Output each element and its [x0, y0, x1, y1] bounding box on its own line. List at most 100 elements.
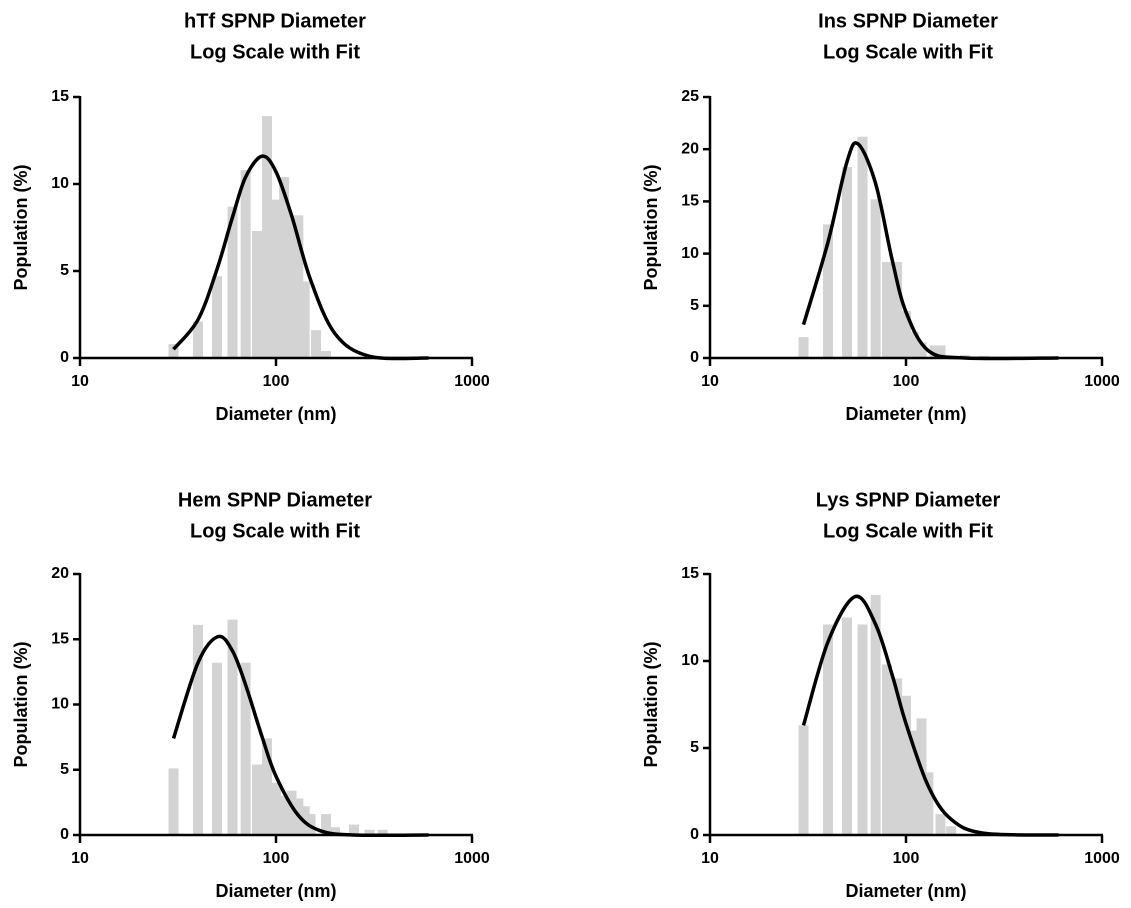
bar	[935, 814, 946, 835]
bar	[377, 829, 388, 835]
x-axis-label: Diameter (nm)	[845, 404, 966, 424]
bar	[321, 814, 332, 835]
chart-title: Lys SPNP Diameter	[816, 489, 1001, 511]
y-tick-label: 10	[51, 175, 69, 192]
y-axis-label: Population (%)	[11, 642, 31, 768]
bar	[841, 617, 852, 835]
bar	[168, 344, 179, 358]
bar	[271, 782, 281, 835]
fit-curve	[801, 594, 1059, 837]
y-tick-label: 15	[681, 565, 699, 582]
bar	[227, 206, 238, 358]
y-tick-label: 15	[51, 630, 69, 647]
x-tick-label: 100	[263, 373, 290, 390]
bar	[892, 261, 903, 358]
bar	[227, 619, 238, 835]
y-tick-label: 15	[51, 88, 69, 105]
bar	[168, 768, 179, 835]
chart-subtitle: Log Scale with Fit	[823, 41, 993, 63]
x-axis-label: Diameter (nm)	[215, 404, 336, 424]
bar	[892, 678, 903, 835]
x-tick-label: 100	[893, 373, 920, 390]
bar	[211, 276, 222, 358]
y-axis-label: Population (%)	[641, 165, 661, 291]
y-tick-label: 0	[690, 826, 699, 843]
bar	[240, 662, 251, 835]
chart-panel: Lys SPNP Diameter Log Scale with Fit 0 5 10 1…	[641, 489, 1120, 900]
bar	[293, 215, 304, 358]
bar	[841, 166, 852, 358]
y-tick-label: 20	[681, 140, 699, 157]
fit-curve	[172, 154, 429, 361]
bar	[279, 177, 290, 358]
bar	[946, 826, 957, 835]
y-tick-label: 0	[60, 349, 69, 366]
bar	[240, 170, 251, 358]
bar	[935, 345, 946, 358]
x-tick-label: 10	[701, 373, 719, 390]
chart-panel: Ins SPNP Diameter Log Scale with Fit 0 5 10 1…	[641, 10, 1120, 423]
bar	[364, 829, 375, 835]
x-tick-label: 10	[71, 850, 89, 867]
y-tick-label: 5	[690, 739, 699, 756]
chart-panel: Hem SPNP Diameter Log Scale with Fit 0 5 10 1…	[11, 489, 490, 900]
bar	[286, 790, 297, 835]
x-axis-label: Diameter (nm)	[215, 881, 336, 901]
bar	[311, 330, 322, 358]
bar	[901, 311, 911, 358]
bar	[193, 321, 204, 358]
bar	[882, 664, 893, 835]
y-tick-label: 0	[60, 826, 69, 843]
bar	[286, 215, 297, 358]
x-tick-label: 1000	[454, 850, 490, 867]
bar	[252, 230, 263, 358]
bar	[299, 281, 310, 358]
bar	[823, 624, 834, 835]
bar	[929, 345, 940, 358]
y-tick-label: 0	[690, 349, 699, 366]
bar	[882, 261, 893, 358]
bar	[330, 827, 341, 835]
y-tick-label: 20	[51, 565, 69, 582]
bar	[279, 795, 290, 835]
x-tick-label: 100	[263, 850, 290, 867]
x-tick-label: 100	[893, 850, 920, 867]
x-tick-label: 1000	[454, 373, 490, 390]
bar	[870, 594, 881, 835]
y-tick-label: 10	[51, 696, 69, 713]
y-tick-label: 25	[681, 88, 699, 105]
bar	[262, 116, 273, 358]
fit-curve	[801, 141, 1059, 361]
bar	[857, 136, 868, 358]
y-tick-label: 10	[681, 652, 699, 669]
y-axis-label: Population (%)	[641, 642, 661, 768]
bar	[211, 662, 222, 835]
chart-subtitle: Log Scale with Fit	[823, 520, 993, 542]
bar	[870, 199, 881, 358]
y-tick-label: 15	[681, 193, 699, 210]
chart-subtitle: Log Scale with Fit	[190, 41, 360, 63]
bar	[348, 824, 359, 835]
bar	[901, 695, 911, 835]
bar	[916, 718, 927, 835]
x-tick-label: 1000	[1084, 373, 1120, 390]
bar	[271, 199, 281, 358]
bar	[193, 624, 204, 835]
y-tick-label: 5	[60, 262, 69, 279]
y-tick-label: 5	[60, 761, 69, 778]
x-tick-label: 10	[701, 850, 719, 867]
bar	[321, 351, 332, 358]
bar	[823, 224, 834, 358]
bar	[923, 772, 934, 835]
chart-panel: hTf SPNP Diameter Log Scale with Fit 0 5 10 1…	[11, 10, 490, 423]
bar	[857, 624, 868, 835]
fit-curve	[171, 634, 429, 838]
chart-subtitle: Log Scale with Fit	[190, 520, 360, 542]
bar	[798, 337, 809, 358]
x-tick-label: 10	[71, 373, 89, 390]
y-axis-label: Population (%)	[11, 165, 31, 291]
chart-title: Hem SPNP Diameter	[178, 489, 372, 511]
bar	[262, 738, 273, 835]
